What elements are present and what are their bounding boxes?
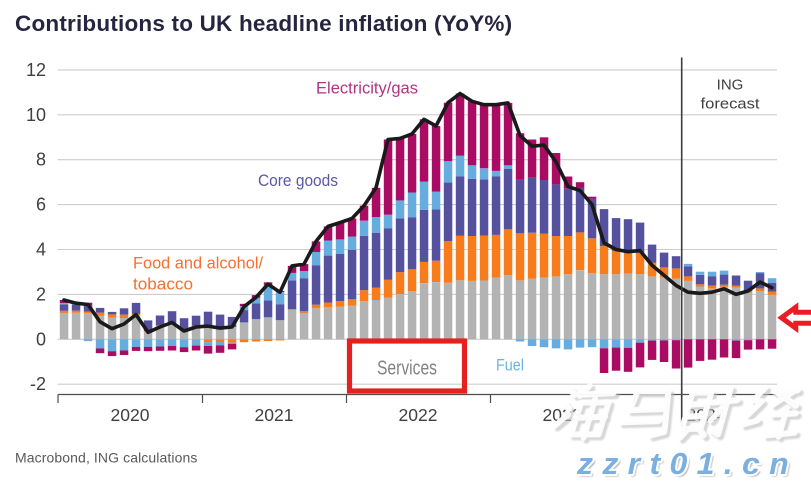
svg-text:8: 8	[36, 150, 46, 170]
svg-text:4: 4	[36, 240, 46, 260]
svg-text:zzrt01.cn: zzrt01.cn	[576, 446, 798, 479]
svg-text:2022: 2022	[399, 405, 438, 425]
svg-text:tobacco: tobacco	[133, 276, 193, 294]
svg-text:Fuel: Fuel	[496, 357, 524, 375]
svg-text:12: 12	[26, 60, 46, 80]
svg-text:2021: 2021	[255, 405, 294, 425]
svg-text:2: 2	[36, 284, 46, 304]
svg-text:Electricity/gas: Electricity/gas	[316, 80, 418, 98]
svg-text:Contributions to UK headline i: Contributions to UK headline inflation (…	[15, 11, 512, 36]
svg-text:Macrobond, ING calculations: Macrobond, ING calculations	[15, 450, 197, 466]
svg-text:-2: -2	[30, 374, 46, 394]
svg-text:zzrt01.cn: zzrt01.cn	[578, 449, 800, 480]
svg-text:2020: 2020	[111, 405, 150, 425]
svg-text:forecast: forecast	[701, 96, 761, 113]
svg-text:10: 10	[26, 105, 46, 125]
svg-text:Services: Services	[377, 357, 437, 380]
svg-text:zzrt01.cn: zzrt01.cn	[576, 446, 798, 479]
svg-text:0: 0	[36, 329, 46, 349]
svg-text:Food and alcohol/: Food and alcohol/	[133, 255, 263, 273]
svg-text:Core goods: Core goods	[258, 172, 338, 190]
svg-text:ING: ING	[717, 77, 744, 94]
svg-text:6: 6	[36, 195, 46, 215]
